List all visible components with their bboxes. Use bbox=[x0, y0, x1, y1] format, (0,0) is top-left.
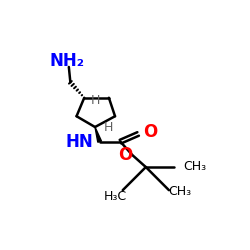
Text: HN: HN bbox=[66, 133, 94, 151]
Text: H: H bbox=[104, 120, 113, 134]
Text: NH₂: NH₂ bbox=[50, 52, 85, 70]
Text: CH₃: CH₃ bbox=[168, 185, 191, 198]
Text: CH₃: CH₃ bbox=[184, 160, 207, 173]
Text: O: O bbox=[118, 146, 132, 164]
Text: H₃C: H₃C bbox=[104, 190, 126, 203]
Text: H: H bbox=[90, 94, 100, 106]
Text: O: O bbox=[144, 124, 158, 142]
Polygon shape bbox=[95, 127, 102, 142]
